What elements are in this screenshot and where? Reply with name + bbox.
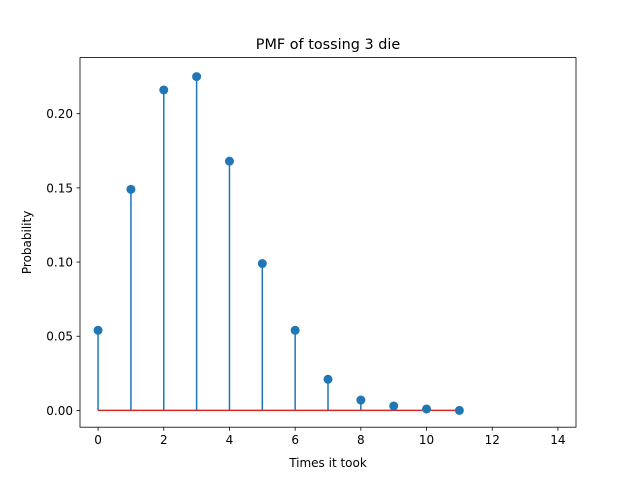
plot-layer bbox=[93, 72, 464, 415]
data-point bbox=[192, 72, 202, 82]
data-point bbox=[159, 85, 169, 95]
x-tick-label: 2 bbox=[160, 433, 168, 447]
x-axis-label: Times it took bbox=[288, 456, 367, 470]
x-tick-label: 14 bbox=[550, 433, 565, 447]
y-tick-label: 0.15 bbox=[46, 181, 73, 195]
data-point bbox=[422, 404, 432, 414]
x-tick-label: 8 bbox=[357, 433, 365, 447]
chart-title: PMF of tossing 3 die bbox=[256, 37, 401, 53]
y-axis-label: Probability bbox=[20, 211, 34, 274]
data-point bbox=[224, 156, 234, 166]
x-tick-label: 10 bbox=[419, 433, 434, 447]
x-tick-label: 4 bbox=[226, 433, 234, 447]
y-tick-label: 0.20 bbox=[46, 107, 73, 121]
x-tick-label: 0 bbox=[94, 433, 102, 447]
data-point bbox=[356, 395, 366, 405]
data-point bbox=[290, 325, 300, 335]
y-tick-label: 0.00 bbox=[46, 404, 73, 418]
axes-frame bbox=[79, 57, 577, 428]
data-point bbox=[126, 184, 136, 194]
data-point bbox=[257, 259, 267, 269]
x-tick-label: 6 bbox=[291, 433, 299, 447]
data-point bbox=[93, 325, 103, 335]
data-point bbox=[389, 401, 399, 411]
y-tick-label: 0.10 bbox=[46, 256, 73, 270]
y-tick-label: 0.05 bbox=[46, 330, 73, 344]
x-tick-label: 12 bbox=[485, 433, 500, 447]
data-point bbox=[323, 374, 333, 384]
ticks-layer: 0 2 4 6 8 10 12 14 0.00 0.05 0.10 0.15 0.20 bbox=[46, 107, 565, 447]
data-point bbox=[454, 405, 464, 415]
